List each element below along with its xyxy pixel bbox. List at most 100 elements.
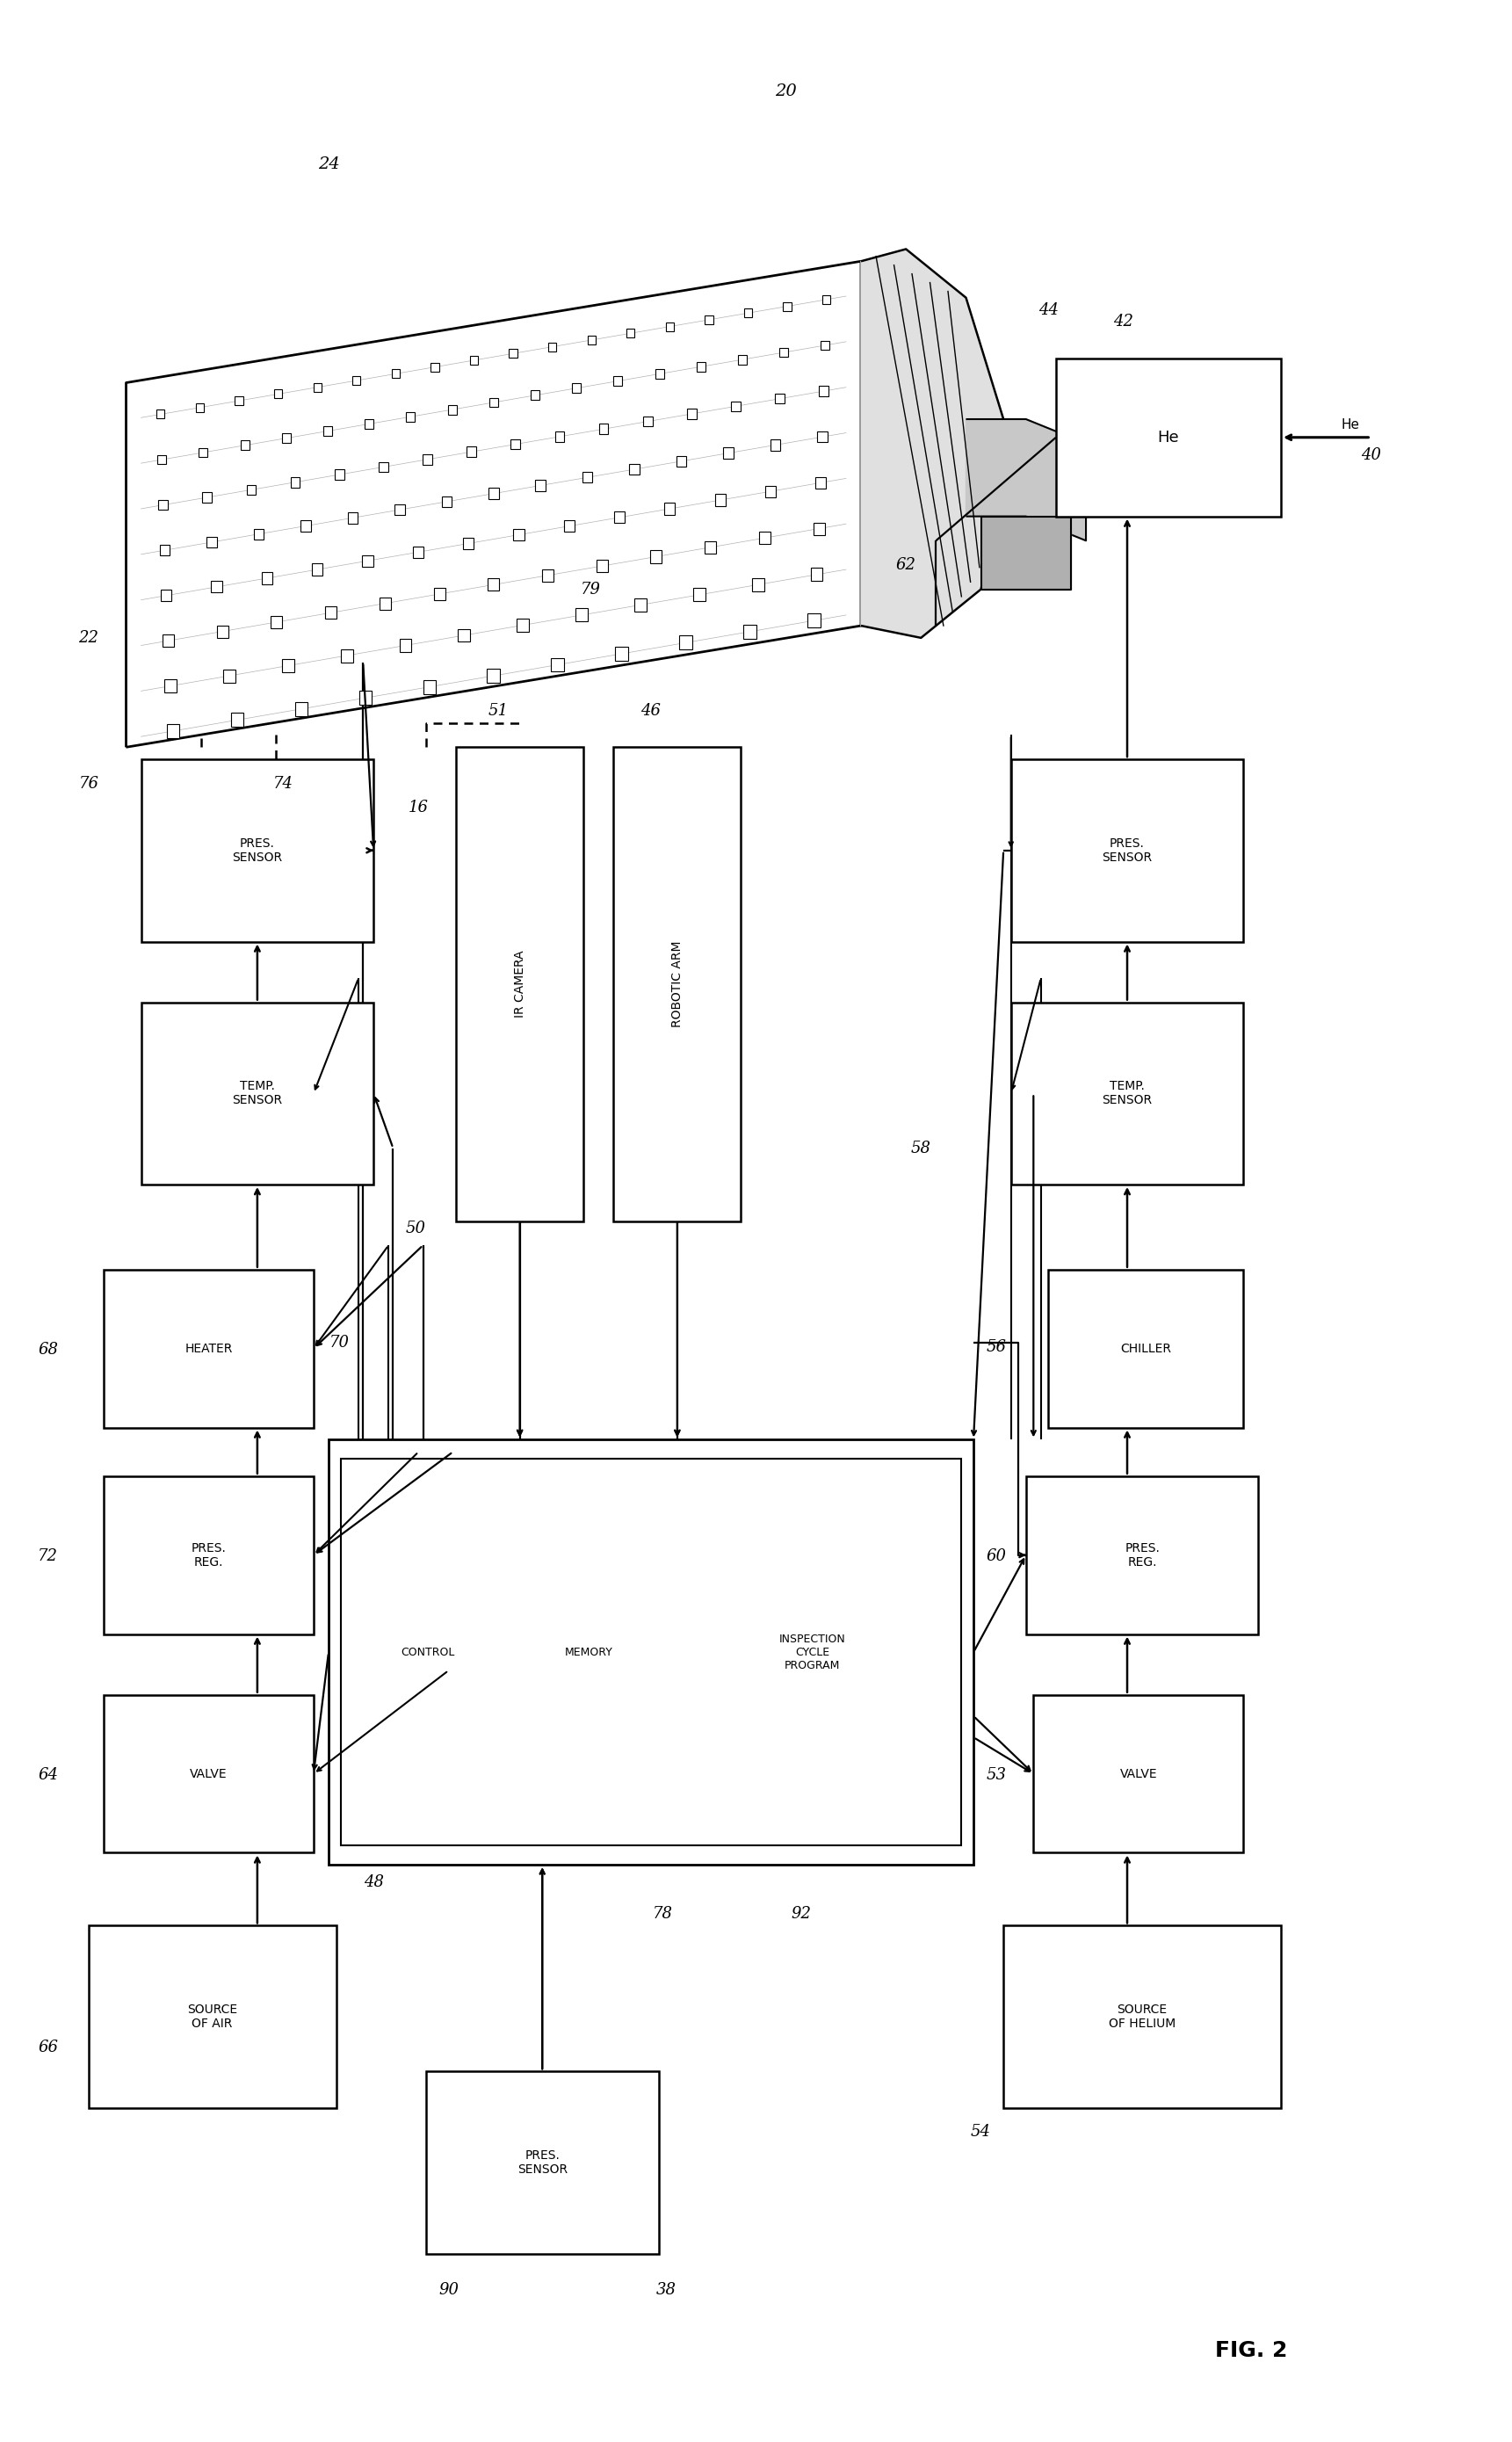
Bar xyxy=(807,613,821,628)
Bar xyxy=(246,484,256,496)
Bar xyxy=(715,493,726,505)
Text: 58: 58 xyxy=(910,1140,931,1155)
Bar xyxy=(596,559,608,571)
Text: 74: 74 xyxy=(274,777,293,791)
Bar xyxy=(203,493,212,503)
Text: CHILLER: CHILLER xyxy=(1120,1343,1172,1355)
Bar xyxy=(352,376,360,386)
Bar xyxy=(160,589,172,601)
Text: PRES.
REG.: PRES. REG. xyxy=(1125,1541,1160,1568)
Bar xyxy=(301,520,310,532)
Bar xyxy=(564,520,575,532)
Text: ROBOTIC ARM: ROBOTIC ARM xyxy=(671,940,683,1028)
Text: 78: 78 xyxy=(653,1905,673,1922)
Bar xyxy=(643,415,653,427)
Text: He: He xyxy=(1341,418,1359,432)
Text: 62: 62 xyxy=(897,557,916,574)
Text: CONTROL: CONTROL xyxy=(401,1646,455,1658)
Bar xyxy=(448,405,457,415)
Bar xyxy=(705,542,717,554)
Text: 16: 16 xyxy=(408,801,428,816)
Bar xyxy=(549,342,556,352)
Bar xyxy=(166,725,180,737)
Bar xyxy=(364,420,373,430)
Bar xyxy=(582,471,593,484)
Text: 90: 90 xyxy=(438,2283,458,2298)
Text: 70: 70 xyxy=(330,1336,349,1350)
Text: PRES.
SENSOR: PRES. SENSOR xyxy=(233,838,283,864)
Bar xyxy=(692,589,705,601)
Polygon shape xyxy=(966,420,1086,540)
Bar xyxy=(141,759,373,943)
Bar xyxy=(552,657,564,672)
Bar xyxy=(395,505,405,515)
Bar xyxy=(165,679,177,694)
Bar xyxy=(141,1001,373,1184)
Bar xyxy=(744,308,751,317)
Text: PRES.
SENSOR: PRES. SENSOR xyxy=(517,2149,567,2176)
Bar xyxy=(295,701,308,716)
Bar xyxy=(281,659,293,672)
Bar xyxy=(431,364,438,371)
Text: 53: 53 xyxy=(986,1768,1005,1783)
Text: HEATER: HEATER xyxy=(184,1343,233,1355)
Bar xyxy=(212,581,222,593)
Bar xyxy=(348,513,358,523)
Text: VALVE: VALVE xyxy=(1120,1768,1157,1780)
Bar xyxy=(160,545,169,557)
Text: 54: 54 xyxy=(971,2125,990,2139)
Bar xyxy=(104,1270,313,1429)
Bar xyxy=(162,635,174,647)
Bar xyxy=(254,527,263,540)
Bar xyxy=(676,457,686,466)
Bar xyxy=(216,625,228,637)
Text: He: He xyxy=(1158,430,1179,444)
Text: SOURCE
OF AIR: SOURCE OF AIR xyxy=(187,2002,237,2029)
Bar xyxy=(531,391,540,400)
Bar xyxy=(572,383,581,393)
Text: TEMP.
SENSOR: TEMP. SENSOR xyxy=(1102,1079,1152,1106)
Bar xyxy=(313,383,322,391)
Bar xyxy=(732,400,741,410)
Text: 56: 56 xyxy=(986,1341,1005,1355)
Text: 22: 22 xyxy=(79,630,98,645)
Bar xyxy=(1012,759,1243,943)
Text: 51: 51 xyxy=(488,703,508,718)
Bar xyxy=(89,1927,336,2107)
Bar xyxy=(614,376,623,386)
Text: 20: 20 xyxy=(776,83,797,100)
Text: 79: 79 xyxy=(581,581,602,598)
Bar xyxy=(207,537,216,547)
Bar xyxy=(776,393,785,403)
Bar xyxy=(587,335,596,344)
Bar xyxy=(813,523,824,535)
Bar xyxy=(810,569,823,581)
Text: 24: 24 xyxy=(318,156,339,171)
Bar xyxy=(487,669,500,684)
Bar xyxy=(290,476,299,488)
Bar xyxy=(614,747,741,1221)
Bar xyxy=(262,571,272,584)
Bar xyxy=(434,589,445,601)
Text: 46: 46 xyxy=(641,703,661,718)
Text: PRES.
REG.: PRES. REG. xyxy=(191,1541,227,1568)
Bar xyxy=(818,432,827,442)
Bar xyxy=(104,1475,313,1634)
Bar xyxy=(815,476,826,488)
Bar xyxy=(157,454,166,464)
Text: VALVE: VALVE xyxy=(191,1768,227,1780)
Text: PRES.
SENSOR: PRES. SENSOR xyxy=(1102,838,1152,864)
Bar xyxy=(358,691,372,706)
Bar xyxy=(442,496,452,508)
Bar xyxy=(423,454,432,464)
Polygon shape xyxy=(981,515,1070,589)
Polygon shape xyxy=(860,249,1012,637)
Bar xyxy=(378,462,389,471)
Bar xyxy=(224,669,236,681)
Bar xyxy=(576,608,588,623)
Bar xyxy=(1004,1927,1281,2107)
Text: 66: 66 xyxy=(38,2039,57,2056)
Text: 48: 48 xyxy=(363,1873,384,1890)
Bar xyxy=(626,330,635,337)
Bar xyxy=(195,403,204,413)
